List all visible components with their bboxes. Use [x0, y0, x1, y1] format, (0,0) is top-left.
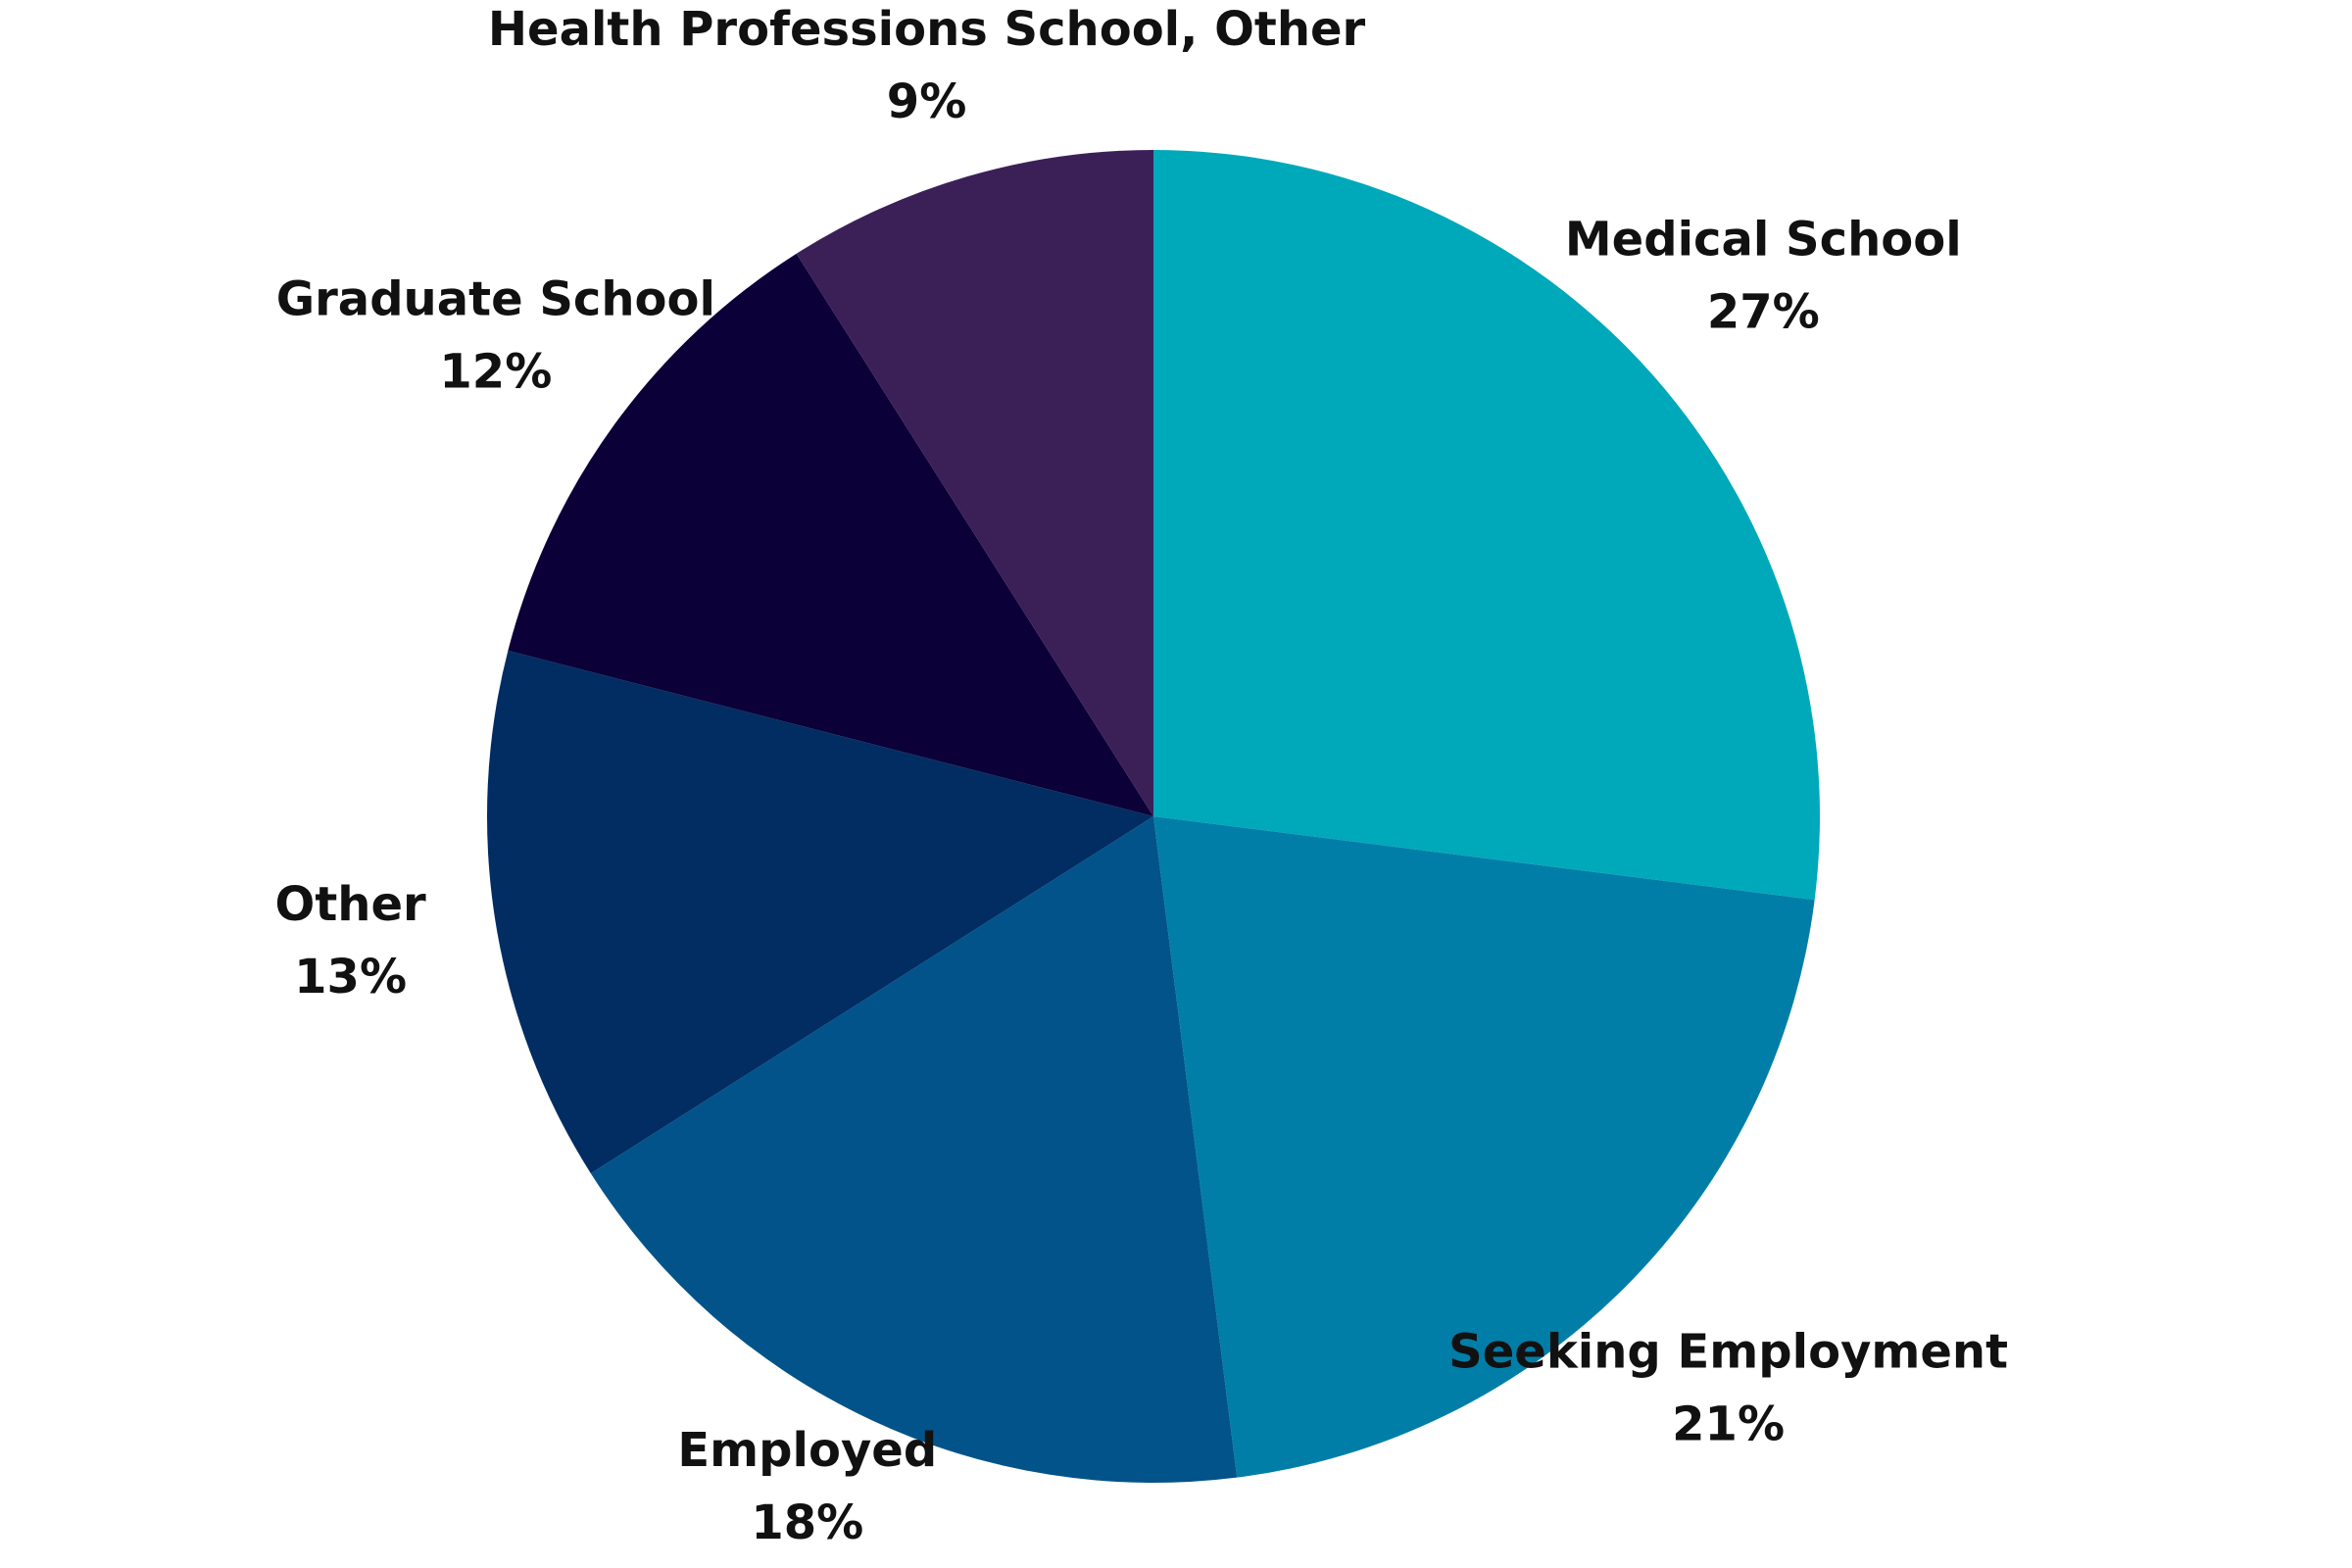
- slice-label: Other: [275, 877, 426, 932]
- slice-value-label: 13%: [294, 950, 407, 1004]
- pie-slice: [508, 253, 1153, 816]
- pie-slice: [487, 650, 1153, 1174]
- pie-slice: [1153, 150, 1820, 901]
- slice-label: Medical School: [1565, 212, 1962, 267]
- slice-label: Employed: [677, 1423, 937, 1478]
- slice-value-label: 12%: [439, 344, 552, 399]
- pie-slice: [796, 150, 1153, 816]
- pie-slice: [590, 816, 1238, 1483]
- slice-value-label: 18%: [751, 1495, 863, 1550]
- slice-label: Seeking Employment: [1448, 1325, 2008, 1380]
- slice-label: Health Professions School, Other: [488, 2, 1366, 57]
- pie-slice: [1153, 816, 1815, 1478]
- slice-value-label: 9%: [887, 74, 967, 129]
- slice-value-label: 27%: [1707, 284, 1820, 339]
- slice-label: Graduate School: [276, 271, 715, 326]
- slice-value-label: 21%: [1672, 1397, 1785, 1452]
